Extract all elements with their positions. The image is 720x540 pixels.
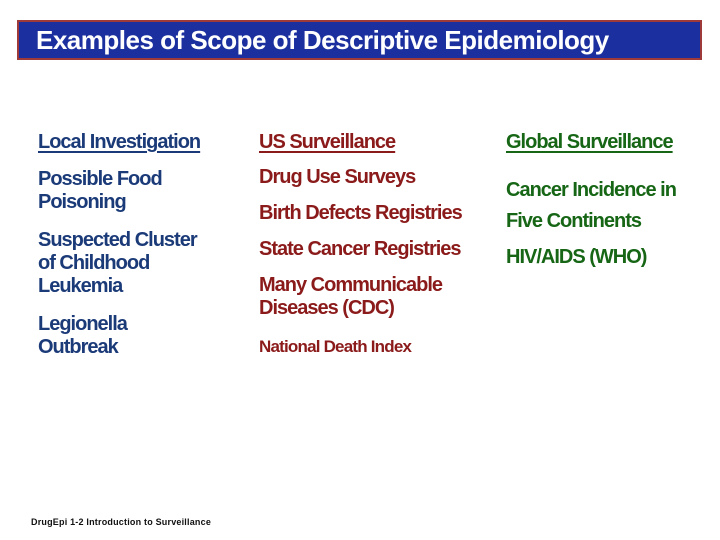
list-item: Suspected Cluster of Childhood Leukemia bbox=[38, 229, 198, 297]
column-local-investigation: Local Investigation Possible Food Poison… bbox=[38, 132, 250, 359]
list-item: Drug Use Surveys bbox=[259, 166, 416, 188]
column-global-surveillance: Global Surveillance Cancer Incidence in … bbox=[506, 132, 718, 269]
list-item: National Death Index bbox=[259, 337, 412, 356]
list-item: Legionella Outbreak bbox=[38, 313, 128, 358]
list-item: Possible Food Poisoning bbox=[38, 168, 163, 213]
slide-footer: DrugEpi 1-2 Introduction to Surveillance bbox=[31, 517, 212, 527]
column-header-global-surveillance: Global Surveillance bbox=[506, 131, 674, 153]
list-item: Many Communicable Diseases (CDC) bbox=[259, 274, 443, 319]
list-item: State Cancer Registries bbox=[259, 238, 462, 260]
slide-title: Examples of Scope of Descriptive Epidemi… bbox=[36, 24, 609, 55]
column-header-us-surveillance: US Surveillance bbox=[259, 131, 396, 153]
column-us-surveillance: US Surveillance Drug Use Surveys Birth D… bbox=[259, 132, 514, 358]
list-item: HIV/AIDS (WHO) bbox=[506, 246, 647, 268]
list-item: Birth Defects Registries bbox=[259, 202, 463, 224]
list-item: Cancer Incidence in Five Continents bbox=[506, 179, 677, 232]
column-header-local-investigation: Local Investigation bbox=[38, 131, 201, 153]
slide-title-bar: Examples of Scope of Descriptive Epidemi… bbox=[17, 20, 702, 60]
